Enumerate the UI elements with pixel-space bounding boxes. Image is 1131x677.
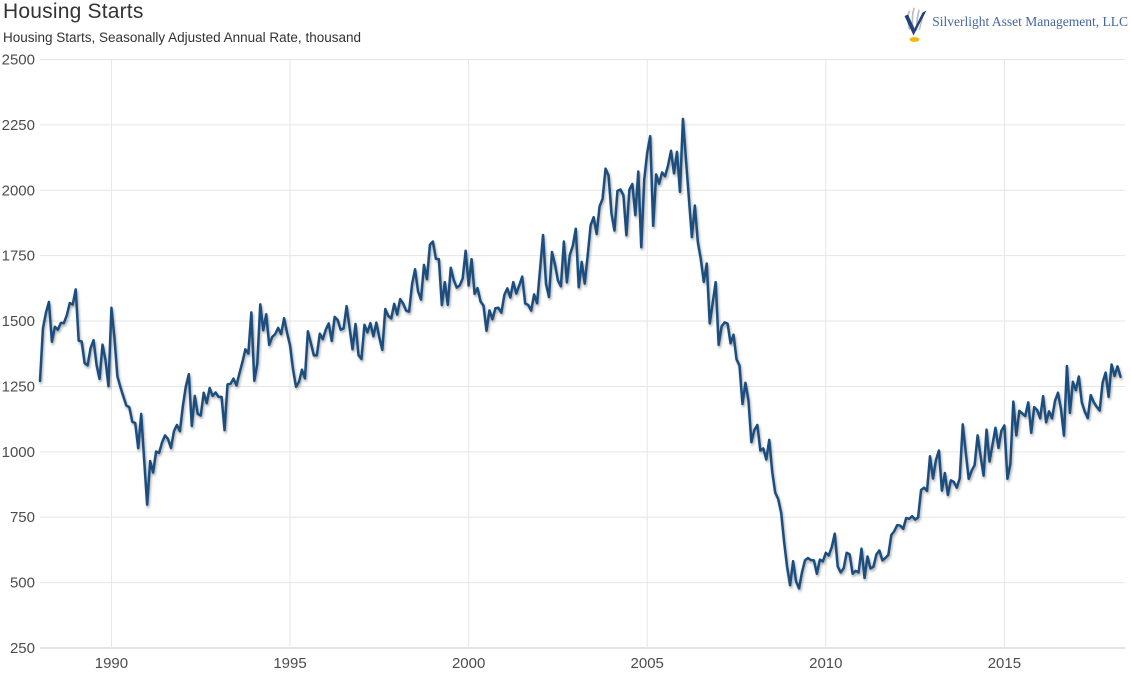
y-tick-label: 1500 bbox=[2, 313, 35, 330]
x-tick-label: 2000 bbox=[452, 655, 485, 672]
hand-icon bbox=[904, 7, 927, 42]
y-tick-label: 1250 bbox=[2, 378, 35, 395]
x-tick-label: 2010 bbox=[809, 655, 842, 672]
x-tick-label: 1995 bbox=[273, 655, 306, 672]
brand-name: Silverlight Asset Management, LLC bbox=[932, 14, 1128, 29]
series-layer bbox=[38, 117, 1122, 590]
y-tick-label: 2500 bbox=[2, 52, 35, 69]
grid-layer bbox=[40, 59, 1125, 649]
x-tick-label: 1990 bbox=[95, 655, 128, 672]
series-line bbox=[38, 117, 1122, 590]
x-tick-label: 2005 bbox=[631, 655, 664, 672]
y-tick-label: 250 bbox=[10, 640, 35, 657]
y-tick-label: 750 bbox=[10, 509, 35, 526]
chart-subtitle: Housing Starts, Seasonally Adjusted Annu… bbox=[3, 30, 361, 45]
y-tick-label: 500 bbox=[10, 575, 35, 592]
y-tick-label: 1750 bbox=[2, 248, 35, 265]
y-tick-label: 2000 bbox=[2, 182, 35, 199]
y-tick-label: 2250 bbox=[2, 117, 35, 134]
page-title: Housing Starts bbox=[3, 0, 144, 23]
brand-logo: Silverlight Asset Management, LLC bbox=[902, 7, 1128, 43]
y-tick-label: 1000 bbox=[2, 444, 35, 461]
x-tick-label: 2015 bbox=[988, 655, 1021, 672]
axis-label-layer: 250 500 750 1000 1250 1500 1750 2000 2250 2500 199… bbox=[2, 52, 1021, 673]
